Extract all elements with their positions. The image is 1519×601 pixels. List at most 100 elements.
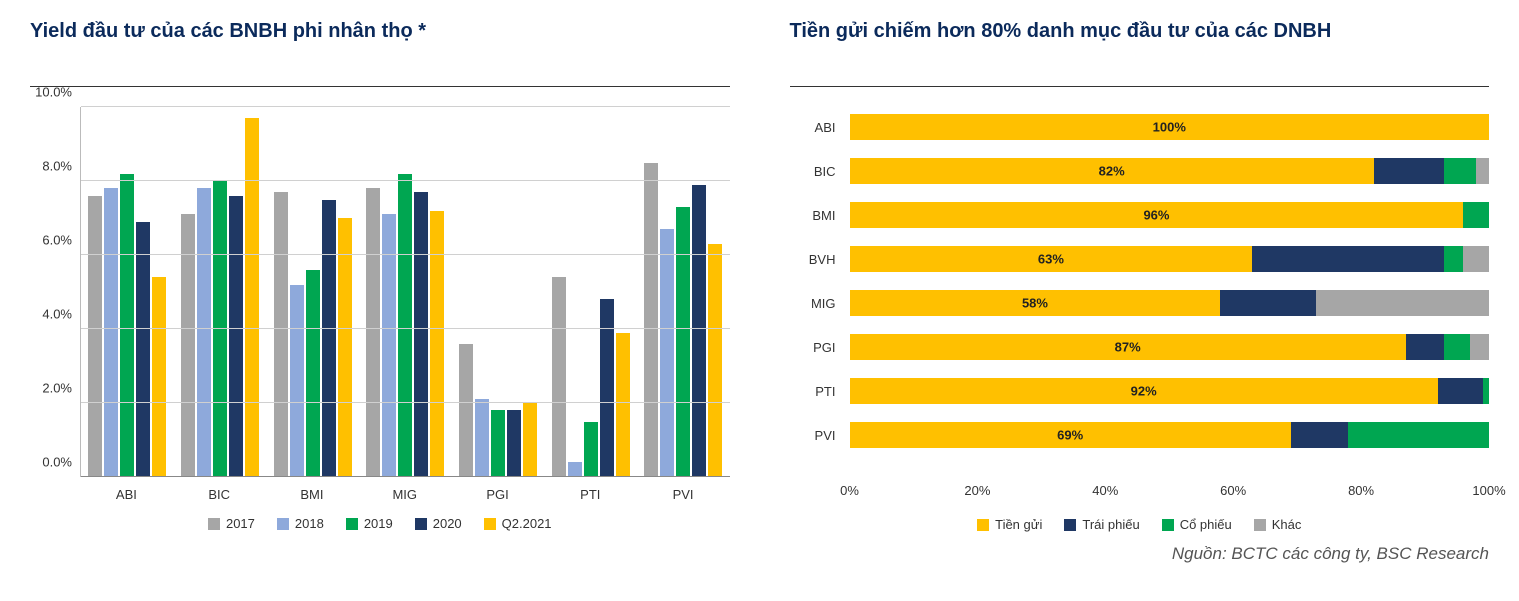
y-tick-label: 6.0% bbox=[42, 233, 72, 248]
grid-line bbox=[81, 106, 730, 107]
segment-value-label: 82% bbox=[1099, 164, 1125, 179]
bar-segment bbox=[1438, 378, 1483, 404]
bar bbox=[398, 174, 412, 477]
x-label: BMI bbox=[266, 487, 359, 502]
bar bbox=[600, 299, 614, 477]
stacked-bar: 82% bbox=[850, 158, 1490, 184]
stacked-bar: 69% bbox=[850, 422, 1490, 448]
legend-swatch bbox=[277, 518, 289, 530]
bar-groups bbox=[81, 107, 730, 477]
bar bbox=[229, 196, 243, 477]
allocation-chart-area: ABI100%BIC82%BMI96%BVH63%MIG58%PGI87%PTI… bbox=[790, 107, 1490, 477]
legend-item: Trái phiếu bbox=[1064, 517, 1139, 532]
stacked-rows: ABI100%BIC82%BMI96%BVH63%MIG58%PGI87%PTI… bbox=[850, 107, 1490, 477]
stacked-row: PTI92% bbox=[850, 371, 1490, 411]
x-tick-label: 60% bbox=[1220, 483, 1246, 498]
bar-segment: 87% bbox=[850, 334, 1406, 360]
row-label: MIG bbox=[790, 296, 850, 311]
x-axis-ticks: 0%20%40%60%80%100% bbox=[850, 483, 1490, 503]
segment-value-label: 69% bbox=[1057, 428, 1083, 443]
x-axis-labels: ABIBICBMIMIGPGIPTIPVI bbox=[80, 487, 730, 502]
bar-segment: 82% bbox=[850, 158, 1374, 184]
legend-label: Q2.2021 bbox=[502, 516, 552, 531]
row-label: BIC bbox=[790, 164, 850, 179]
x-label: PVI bbox=[637, 487, 730, 502]
x-tick-label: 100% bbox=[1472, 483, 1505, 498]
bar bbox=[692, 185, 706, 477]
bar bbox=[552, 277, 566, 477]
stacked-bar: 63% bbox=[850, 246, 1490, 272]
bar-segment bbox=[1316, 290, 1489, 316]
legend-label: 2018 bbox=[295, 516, 324, 531]
bar bbox=[104, 188, 118, 477]
legend-label: Trái phiếu bbox=[1082, 517, 1139, 532]
bar-segment: 92% bbox=[850, 378, 1438, 404]
x-label: MIG bbox=[358, 487, 451, 502]
bar bbox=[475, 399, 489, 477]
yield-chart-area: 0.0%2.0%4.0%6.0%8.0%10.0% bbox=[30, 107, 730, 477]
legend-item: Tiền gửi bbox=[977, 517, 1042, 532]
legend-label: Khác bbox=[1272, 517, 1302, 532]
bar bbox=[568, 462, 582, 477]
bar-segment: 63% bbox=[850, 246, 1253, 272]
row-label: PTI bbox=[790, 384, 850, 399]
title-underline-left bbox=[30, 86, 730, 87]
bar bbox=[616, 333, 630, 477]
bar bbox=[88, 196, 102, 477]
bar-segment bbox=[1348, 422, 1489, 448]
row-label: PGI bbox=[790, 340, 850, 355]
bar bbox=[644, 163, 658, 478]
legend-swatch bbox=[484, 518, 496, 530]
bar-segment bbox=[1476, 158, 1489, 184]
bar-segment: 58% bbox=[850, 290, 1221, 316]
legend-item: Cổ phiếu bbox=[1162, 517, 1232, 532]
x-label: PTI bbox=[544, 487, 637, 502]
bar-segment bbox=[1444, 334, 1470, 360]
bar-group bbox=[544, 107, 637, 477]
x-axis-line bbox=[81, 476, 730, 477]
legend-item: 2020 bbox=[415, 516, 462, 531]
bar-group bbox=[174, 107, 267, 477]
chart-title-left: Yield đầu tư của các BNBH phi nhân thọ * bbox=[30, 20, 730, 72]
legend-label: Cổ phiếu bbox=[1180, 517, 1232, 532]
stacked-bar: 100% bbox=[850, 114, 1490, 140]
bar-segment bbox=[1291, 422, 1349, 448]
legend-left: 2017201820192020Q2.2021 bbox=[30, 516, 730, 531]
segment-value-label: 58% bbox=[1022, 296, 1048, 311]
x-tick-label: 0% bbox=[840, 483, 859, 498]
y-tick-label: 4.0% bbox=[42, 307, 72, 322]
grid-line bbox=[81, 254, 730, 255]
legend-label: 2020 bbox=[433, 516, 462, 531]
legend-swatch bbox=[346, 518, 358, 530]
x-tick-label: 80% bbox=[1348, 483, 1374, 498]
bar bbox=[245, 118, 259, 477]
bar bbox=[491, 410, 505, 477]
row-label: BMI bbox=[790, 208, 850, 223]
bar-segment: 96% bbox=[850, 202, 1464, 228]
bar-segment bbox=[1406, 334, 1444, 360]
bar bbox=[213, 181, 227, 477]
legend-swatch bbox=[415, 518, 427, 530]
bar-segment bbox=[1220, 290, 1316, 316]
grid-line bbox=[81, 402, 730, 403]
source-note: Nguồn: BCTC các công ty, BSC Research bbox=[790, 544, 1490, 564]
bar-segment bbox=[1444, 246, 1463, 272]
x-label: PGI bbox=[451, 487, 544, 502]
bar bbox=[290, 285, 304, 477]
grid-line bbox=[81, 180, 730, 181]
row-label: PVI bbox=[790, 428, 850, 443]
bar-group bbox=[81, 107, 174, 477]
legend-item: 2018 bbox=[277, 516, 324, 531]
bar bbox=[660, 229, 674, 477]
stacked-row: BIC82% bbox=[850, 151, 1490, 191]
segment-value-label: 87% bbox=[1115, 340, 1141, 355]
y-tick-label: 8.0% bbox=[42, 159, 72, 174]
legend-item: Q2.2021 bbox=[484, 516, 552, 531]
bar bbox=[523, 403, 537, 477]
bar bbox=[414, 192, 428, 477]
title-underline-right bbox=[790, 86, 1490, 87]
bar bbox=[136, 222, 150, 477]
bar bbox=[338, 218, 352, 477]
bar-segment: 69% bbox=[850, 422, 1291, 448]
stacked-bar: 87% bbox=[850, 334, 1490, 360]
